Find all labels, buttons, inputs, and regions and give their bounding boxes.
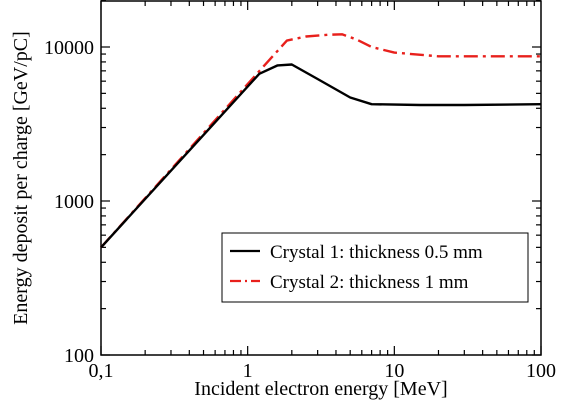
legend-label-crystal-2: Crystal 2: thickness 1 mm <box>270 272 469 293</box>
series-group <box>100 33 542 249</box>
tick-labels: 0,1 1 10 100 100 1000 10000 <box>44 37 556 382</box>
x-tick-label: 0,1 <box>89 360 114 382</box>
legend-label-crystal-1: Crystal 1: thickness 0.5 mm <box>270 242 483 263</box>
y-axis-label: Energy deposit per charge [GeV/pC] <box>10 31 32 325</box>
x-tick-label: 100 <box>526 360 556 382</box>
x-axis-label: Incident electron energy [MeV] <box>194 378 447 400</box>
series-line-crystal-2 <box>100 33 541 249</box>
plot-frame <box>100 0 542 356</box>
legend: Crystal 1: thickness 0.5 mm Crystal 2: t… <box>221 232 529 303</box>
y-tick-label: 10000 <box>44 37 94 59</box>
y-tick-label: 1000 <box>54 191 94 213</box>
series-line-crystal-1 <box>100 63 542 249</box>
x-tick-label: 1 <box>243 360 253 382</box>
legend-box <box>221 232 529 303</box>
x-tick-label: 10 <box>384 360 404 382</box>
y-tick-label: 100 <box>64 345 94 367</box>
axis-ticks <box>100 0 542 356</box>
